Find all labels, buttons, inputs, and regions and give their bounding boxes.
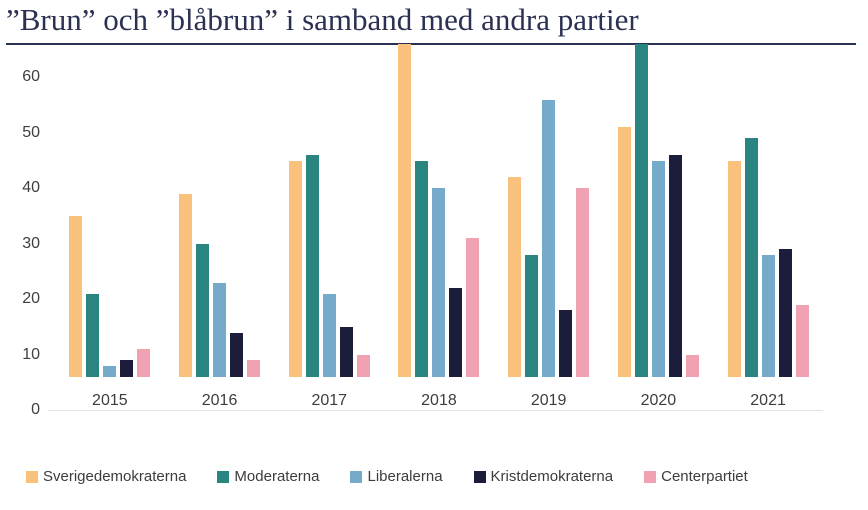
y-axis-label: 0 [31, 401, 40, 418]
bar-kristdemokraterna [339, 327, 353, 377]
bar-cluster [398, 44, 480, 377]
y-axis-label: 60 [22, 68, 40, 85]
bar-centerpartiet [247, 360, 261, 377]
bar-sverigedemokraterna [69, 216, 83, 377]
bar-centerpartiet [795, 304, 809, 377]
legend-label: Moderaterna [234, 468, 320, 485]
bar-group: 2021 [727, 44, 809, 410]
x-axis-label: 2015 [92, 392, 128, 409]
bar-cluster [727, 44, 809, 377]
legend: Sverigedemokraterna Moderaterna Liberalern… [26, 468, 748, 485]
bar-cluster [508, 44, 590, 377]
bar-kristdemokraterna [559, 310, 573, 377]
y-axis-label: 30 [22, 234, 40, 252]
x-axis-label: 2017 [311, 392, 348, 409]
bar-sverigedemokraterna [288, 160, 302, 377]
bar-group: 2019 [508, 44, 590, 410]
legend-item: Sverigedemokraterna [26, 468, 186, 485]
bar-moderaterna [86, 293, 100, 377]
legend-label: Sverigedemokraterna [43, 468, 187, 485]
y-axis: 0 10 20 30 40 50 60 [0, 68, 40, 418]
legend-swatch-icon [350, 470, 363, 483]
bar-sverigedemokraterna [508, 177, 522, 377]
legend-label: Liberalerna [367, 468, 443, 485]
bar-kristdemokraterna [120, 360, 134, 377]
y-axis-label: 20 [22, 290, 40, 307]
bar-cluster [617, 44, 699, 377]
bar-moderaterna [305, 155, 319, 377]
bar-cluster [69, 44, 151, 377]
bar-liberalerna [322, 293, 336, 377]
bar-liberalerna [213, 282, 227, 377]
legend-swatch-icon [26, 470, 38, 483]
plot-area: 2015 2016 2017 2018 2019 2020 2021 [55, 44, 823, 410]
bar-centerpartiet [356, 354, 370, 377]
bar-liberalerna [103, 365, 117, 377]
legend-item: Centerpartiet [644, 468, 748, 485]
bar-kristdemokraterna [449, 288, 463, 377]
bar-group: 2015 [69, 44, 151, 410]
legend-item: Kristdemokraterna [473, 468, 614, 485]
bar-liberalerna [542, 99, 556, 377]
bar-liberalerna [651, 160, 665, 377]
bar-liberalerna [761, 254, 775, 377]
legend-label: Kristdemokraterna [490, 468, 614, 485]
bar-liberalerna [432, 188, 446, 377]
legend-label: Centerpartiet [661, 468, 748, 485]
bar-moderaterna [525, 254, 539, 377]
bar-centerpartiet [576, 188, 590, 377]
bar-kristdemokraterna [668, 155, 682, 377]
bar-sverigedemokraterna [727, 160, 741, 377]
y-axis-label: 10 [22, 345, 40, 363]
x-axis-label: 2020 [640, 392, 677, 409]
bar-group: 2017 [288, 44, 370, 410]
bar-sverigedemokraterna [617, 127, 631, 377]
bar-group: 2016 [179, 44, 261, 410]
bar-centerpartiet [466, 238, 480, 377]
x-axis-label: 2016 [201, 392, 238, 409]
bar-moderaterna [634, 44, 648, 377]
bar-cluster [179, 44, 261, 377]
legend-item: Moderaterna [217, 468, 319, 485]
x-axis-line [48, 410, 823, 411]
bar-moderaterna [415, 160, 429, 377]
chart-title: ”Brun” och ”blåbrun” i samband med andra… [6, 2, 856, 45]
bar-sverigedemokraterna [179, 193, 193, 377]
legend-swatch-icon [473, 470, 486, 483]
x-axis-label: 2019 [530, 392, 567, 409]
legend-swatch-icon [217, 470, 230, 483]
y-axis-label: 50 [22, 123, 40, 141]
x-axis-label: 2021 [750, 392, 786, 409]
bar-sverigedemokraterna [398, 44, 412, 377]
y-axis-label: 40 [22, 179, 40, 196]
bar-moderaterna [744, 138, 758, 377]
bar-kristdemokraterna [230, 332, 244, 377]
bar-centerpartiet [137, 349, 151, 377]
legend-item: Liberalerna [350, 468, 443, 485]
bar-centerpartiet [685, 354, 699, 377]
x-axis-label: 2018 [421, 392, 457, 409]
bar-moderaterna [196, 243, 210, 377]
bar-group: 2020 [617, 44, 699, 410]
bar-group: 2018 [398, 44, 480, 410]
bar-kristdemokraterna [778, 249, 792, 377]
bar-cluster [288, 44, 370, 377]
legend-swatch-icon [644, 470, 657, 483]
